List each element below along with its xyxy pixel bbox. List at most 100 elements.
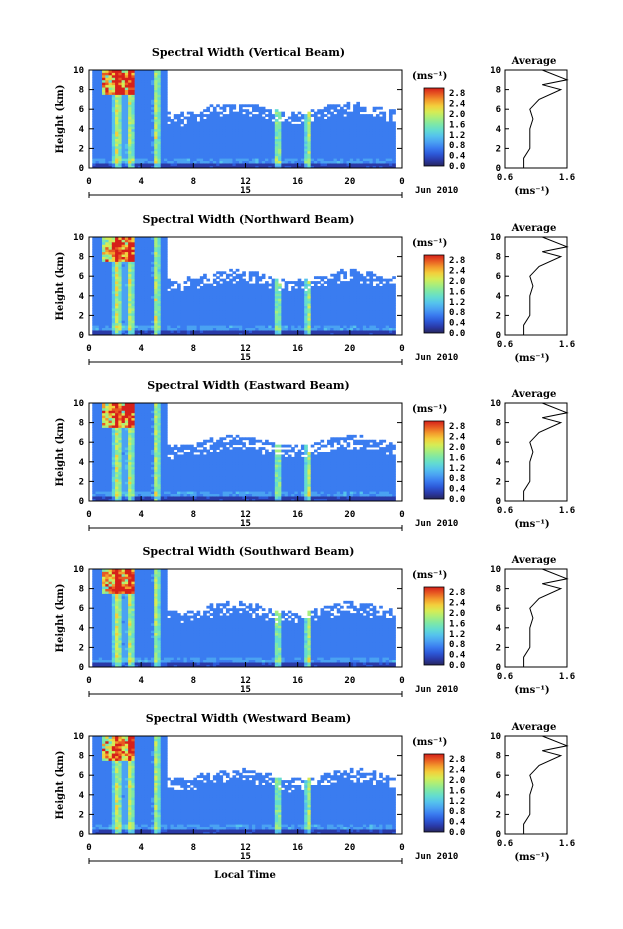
heatmap-cell: [356, 150, 361, 154]
colorbar: [423, 87, 445, 167]
heatmap-cell: [157, 82, 162, 86]
heatmap-cell: [362, 276, 367, 280]
heatmap-cell: [313, 150, 318, 154]
heatmap-cell: [121, 295, 126, 299]
heatmap-cell: [300, 143, 305, 147]
heatmap-cell: [177, 295, 181, 299]
heatmap-cell: [317, 131, 321, 135]
heatmap-cell: [154, 153, 158, 157]
heatmap-cell: [232, 153, 237, 157]
heatmap-cell: [310, 158, 315, 162]
heatmap-cell: [366, 131, 370, 135]
heatmap-cell: [157, 295, 162, 299]
heatmap-cell: [248, 131, 253, 135]
heatmap-cell: [209, 136, 214, 139]
heatmap-cell: [203, 288, 207, 292]
heatmap-cell: [115, 111, 119, 115]
heatmap-cell: [167, 290, 171, 294]
heatmap-cell: [131, 322, 136, 326]
heatmap-cell: [356, 114, 361, 117]
heatmap-cell: [369, 332, 374, 336]
heatmap-cell: [307, 327, 312, 331]
heatmap-cell: [160, 136, 165, 139]
heatmap-cell: [320, 286, 325, 289]
heatmap-cell: [313, 119, 318, 122]
heatmap-cell: [108, 74, 113, 78]
heatmap-cell: [105, 325, 109, 329]
heatmap-cell: [134, 163, 139, 166]
heatmap-cell: [310, 300, 315, 304]
heatmap-cell: [196, 128, 201, 132]
heatmap-cell: [137, 77, 142, 81]
heatmap-cell: [375, 116, 380, 120]
heatmap-cell: [121, 254, 126, 257]
heatmap-cell: [183, 308, 188, 311]
heatmap-cell: [265, 138, 269, 142]
heatmap-cell: [300, 327, 305, 331]
heatmap-cell: [118, 261, 122, 265]
heatmap-cell: [154, 241, 158, 245]
heatmap-cell: [105, 239, 109, 243]
heatmap-cell: [124, 116, 129, 120]
y-tick-label: 0: [79, 164, 84, 174]
heatmap-cell: [261, 330, 266, 333]
heatmap-cell: [343, 138, 347, 142]
heatmap-cell: [144, 158, 149, 162]
heatmap-cell: [108, 266, 113, 270]
heatmap-cell: [147, 145, 152, 149]
heatmap-cell: [248, 278, 253, 282]
heatmap-cell: [284, 148, 289, 152]
heatmap-cell: [284, 136, 289, 139]
heatmap-cell: [180, 114, 184, 117]
heatmap-cell: [92, 158, 96, 162]
heatmap-cell: [353, 116, 357, 120]
heatmap-cell: [375, 160, 380, 164]
heatmap-cell: [92, 114, 96, 117]
heatmap-cell: [121, 278, 126, 282]
heatmap-cell: [216, 111, 220, 115]
heatmap-cell: [343, 155, 347, 159]
heatmap-cell: [108, 138, 113, 142]
heatmap-cell: [95, 254, 100, 257]
heatmap-cell: [327, 131, 331, 135]
heatmap-cell: [134, 256, 139, 260]
heatmap-cell: [255, 276, 259, 280]
heatmap-cell: [141, 141, 145, 144]
heatmap-cell: [118, 237, 122, 240]
heatmap-cell: [353, 109, 357, 113]
heatmap-cell: [124, 305, 129, 309]
heatmap-cell: [336, 131, 341, 135]
heatmap-cell: [105, 293, 109, 297]
heatmap-cell: [118, 128, 122, 132]
heatmap-cell: [232, 165, 237, 169]
heatmap-cell: [124, 288, 129, 292]
heatmap-cell: [242, 322, 246, 326]
heatmap-cell: [372, 332, 377, 336]
heatmap-cell: [252, 136, 256, 139]
heatmap-cell: [382, 126, 387, 130]
heatmap-cell: [193, 158, 197, 162]
heatmap-cell: [124, 293, 129, 297]
heatmap-cell: [317, 330, 321, 333]
heatmap-cell: [163, 293, 168, 297]
heatmap-cell: [209, 104, 214, 108]
heatmap-cell: [238, 283, 243, 287]
heatmap-cell: [186, 131, 191, 135]
heatmap-cell: [225, 327, 230, 331]
heatmap-cell: [111, 244, 116, 248]
heatmap-cell: [248, 293, 253, 297]
heatmap-cell: [209, 322, 214, 326]
heatmap-cell: [141, 163, 145, 166]
heatmap-cell: [323, 119, 328, 122]
heatmap-cell: [362, 158, 367, 162]
heatmap-cell: [242, 281, 246, 284]
heatmap-cell: [278, 145, 282, 149]
heatmap-cell: [366, 141, 370, 144]
heatmap-cell: [118, 310, 122, 314]
heatmap-cell: [134, 268, 139, 272]
heatmap-cell: [235, 315, 240, 319]
heatmap-cell: [98, 315, 103, 319]
heatmap-cell: [356, 295, 361, 299]
heatmap-cell: [258, 288, 263, 292]
heatmap-cell: [212, 305, 217, 309]
